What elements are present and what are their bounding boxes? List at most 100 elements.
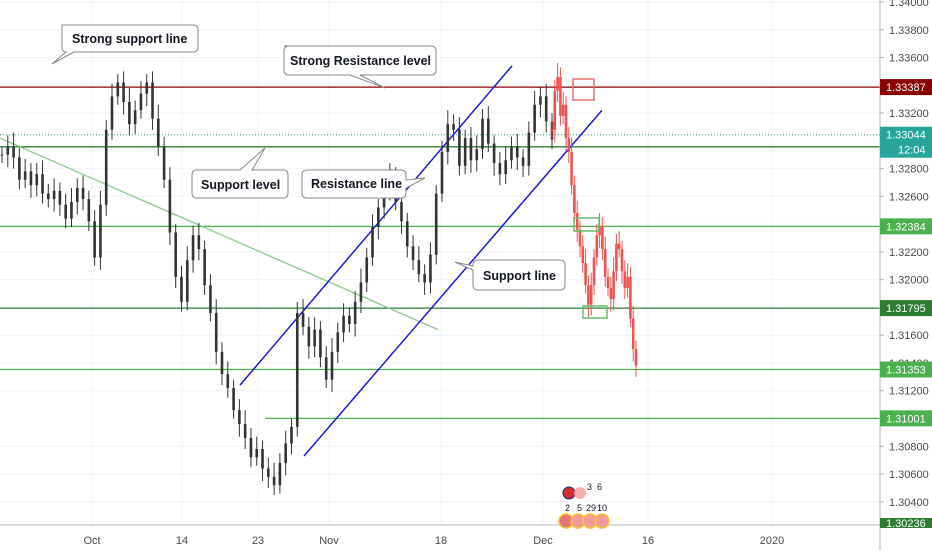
projected-candle bbox=[634, 349, 638, 366]
projected-candle bbox=[629, 276, 632, 319]
time-axis[interactable]: Oct 14 23 Nov 18 Dec 16 2020 bbox=[0, 524, 880, 547]
price-level-tag[interactable] bbox=[880, 218, 932, 235]
support-highlight-box[interactable] bbox=[573, 217, 600, 232]
callout-support-level[interactable]: Support level bbox=[191, 147, 289, 199]
candle bbox=[411, 246, 415, 261]
candle bbox=[58, 190, 62, 205]
candle bbox=[313, 329, 316, 347]
projected-candle bbox=[561, 104, 565, 116]
projected-candle bbox=[615, 243, 618, 272]
price-level-tag[interactable] bbox=[880, 300, 932, 317]
candle bbox=[353, 301, 357, 325]
candle bbox=[510, 146, 513, 161]
projected-candle bbox=[587, 285, 590, 305]
callout-resistance-line[interactable]: Resistance line bbox=[301, 169, 426, 199]
candle bbox=[93, 221, 96, 258]
candle bbox=[284, 443, 287, 463]
resistance-channel-line[interactable] bbox=[239, 65, 513, 386]
projected-candle bbox=[631, 318, 635, 350]
price-level-tag[interactable] bbox=[880, 361, 932, 378]
candle bbox=[151, 82, 154, 119]
candle bbox=[417, 260, 421, 275]
trend-line[interactable] bbox=[0, 137, 439, 331]
projected-candle bbox=[564, 104, 568, 139]
candle bbox=[191, 235, 195, 261]
candle bbox=[99, 204, 102, 258]
candle bbox=[249, 437, 253, 458]
candle bbox=[515, 146, 519, 158]
price-level-label: 1.33387 bbox=[886, 82, 926, 94]
candle bbox=[133, 110, 137, 125]
us-flag-icon[interactable] bbox=[562, 486, 576, 500]
projected-candle bbox=[559, 76, 562, 116]
candle bbox=[128, 101, 131, 125]
candle bbox=[203, 249, 206, 286]
event-markers[interactable]: 3 6 2 5 29 10 bbox=[558, 482, 610, 529]
candle bbox=[371, 226, 374, 258]
projected-candle bbox=[553, 90, 557, 130]
projected-candle bbox=[606, 276, 610, 288]
price-level-tag[interactable] bbox=[880, 410, 932, 427]
candle bbox=[87, 199, 91, 222]
callout-strong-support[interactable]: Strong support line bbox=[51, 24, 199, 65]
callout-support-line-text: Support line bbox=[483, 269, 556, 283]
candle bbox=[122, 82, 125, 102]
price-level-tag[interactable] bbox=[880, 79, 932, 96]
price-tick-label: 1.33200 bbox=[889, 108, 929, 120]
resistance-highlight-box[interactable] bbox=[572, 78, 595, 101]
current-price-label: 1.33044 bbox=[886, 130, 926, 142]
projected-candle bbox=[617, 243, 621, 250]
candle bbox=[423, 274, 426, 283]
candle bbox=[319, 329, 322, 358]
candle bbox=[23, 171, 27, 180]
candle bbox=[539, 96, 542, 105]
candle bbox=[81, 188, 85, 200]
candle bbox=[261, 449, 264, 469]
candle bbox=[116, 82, 120, 97]
event-label: 10 bbox=[597, 503, 607, 513]
candle bbox=[440, 151, 444, 194]
projected-candle bbox=[595, 235, 599, 258]
price-tick-label: 1.34000 bbox=[889, 0, 929, 9]
price-level-label: 1.31001 bbox=[886, 413, 926, 425]
projected-candle bbox=[550, 129, 554, 131]
uk-flag-icon[interactable] bbox=[574, 487, 586, 499]
time-tick-label: 14 bbox=[176, 535, 188, 547]
projected-candle bbox=[589, 285, 593, 305]
event-flag-icon[interactable] bbox=[594, 513, 610, 529]
price-tick-label: 1.31600 bbox=[889, 330, 929, 342]
candle bbox=[533, 104, 536, 133]
time-tick-label: Dec bbox=[533, 535, 553, 547]
candle bbox=[29, 171, 33, 186]
current-price-tag[interactable] bbox=[880, 126, 932, 158]
candle bbox=[544, 96, 548, 122]
candle bbox=[197, 235, 201, 250]
support-highlight-box[interactable] bbox=[582, 305, 608, 319]
price-tick-label: 1.32000 bbox=[889, 275, 929, 287]
candle bbox=[174, 232, 177, 277]
candle bbox=[70, 201, 73, 219]
candle bbox=[475, 149, 479, 161]
candle bbox=[336, 332, 340, 352]
candle bbox=[238, 410, 241, 425]
candle bbox=[52, 190, 56, 200]
projected-candle bbox=[570, 151, 573, 186]
candle bbox=[47, 193, 50, 200]
candle bbox=[214, 312, 218, 352]
callout-support-line[interactable]: Support line bbox=[454, 259, 566, 291]
projected-candle bbox=[612, 271, 615, 300]
candle bbox=[359, 282, 363, 302]
support-channel-line[interactable] bbox=[303, 109, 603, 457]
candle bbox=[64, 204, 67, 219]
projected-candle bbox=[620, 249, 624, 272]
event-label: 6 bbox=[597, 482, 602, 492]
candle bbox=[324, 357, 328, 380]
callout-strong-resistance[interactable]: Strong Resistance level bbox=[283, 45, 437, 89]
candle bbox=[498, 163, 502, 175]
candle bbox=[168, 179, 172, 233]
candle bbox=[35, 174, 39, 186]
candle bbox=[220, 351, 224, 375]
candle bbox=[492, 143, 496, 164]
candle bbox=[295, 312, 299, 427]
price-tick-label: 1.30400 bbox=[889, 497, 929, 509]
